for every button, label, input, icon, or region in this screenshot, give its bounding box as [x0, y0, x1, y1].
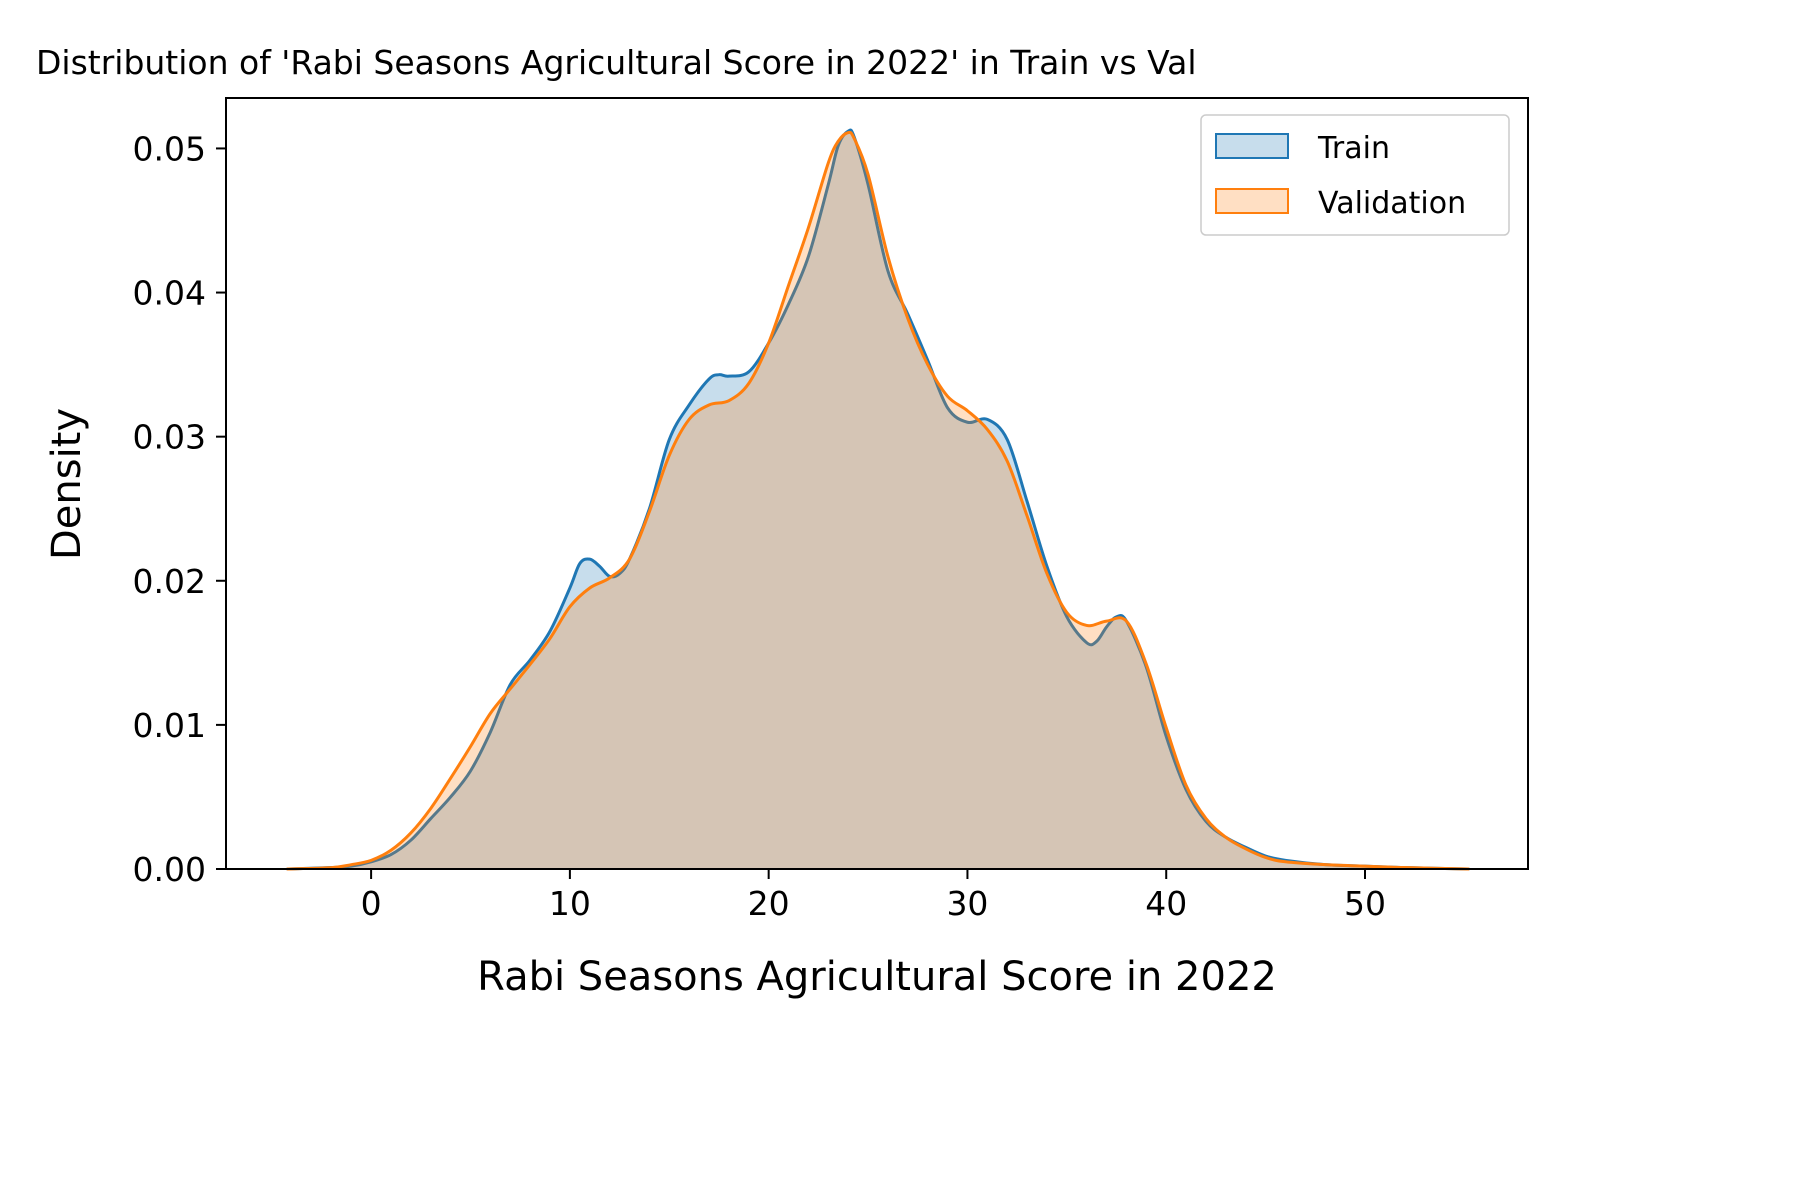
legend: Train Validation [1200, 114, 1510, 236]
legend-swatch-validation [1215, 188, 1289, 214]
x-axis-label: Rabi Seasons Agricultural Score in 2022 [477, 954, 1277, 1000]
x-tick-label: 40 [1145, 884, 1187, 923]
area-fill-train [287, 129, 1469, 870]
chart-title: Distribution of 'Rabi Seasons Agricultur… [36, 43, 1197, 82]
x-tick-label: 10 [549, 884, 591, 923]
y-axis-label: Density [44, 408, 90, 560]
y-tick-label: 0.04 [133, 274, 206, 313]
density-line-validation [286, 130, 1470, 871]
x-tick-label: 0 [361, 884, 382, 923]
y-tick-label: 0.00 [133, 850, 206, 889]
x-tick-label: 30 [946, 884, 988, 923]
legend-swatch-train [1215, 133, 1289, 159]
x-tick-label: 50 [1344, 884, 1386, 923]
density-chart: Distribution of 'Rabi Seasons Agricultur… [36, 43, 1529, 1000]
series-layer [286, 128, 1470, 871]
legend-label-validation: Validation [1318, 186, 1466, 221]
chart-root: Distribution of 'Rabi Seasons Agricultur… [36, 43, 1529, 1000]
y-tick-label: 0.03 [133, 418, 206, 457]
y-tick-label: 0.05 [133, 129, 206, 168]
legend-label-train: Train [1317, 131, 1390, 166]
legend-box [1200, 114, 1510, 236]
x-tick-label: 20 [748, 884, 790, 923]
plot-frame [225, 97, 1529, 870]
density-line-train [286, 128, 1470, 871]
x-axis-ticks: 0 10 20 30 40 50 [361, 869, 1386, 923]
y-axis-ticks: 0.00 0.01 0.02 0.03 0.04 0.05 [133, 129, 226, 889]
y-tick-label: 0.02 [133, 562, 206, 601]
area-fill-validation [287, 132, 1469, 869]
y-tick-label: 0.01 [133, 706, 206, 745]
